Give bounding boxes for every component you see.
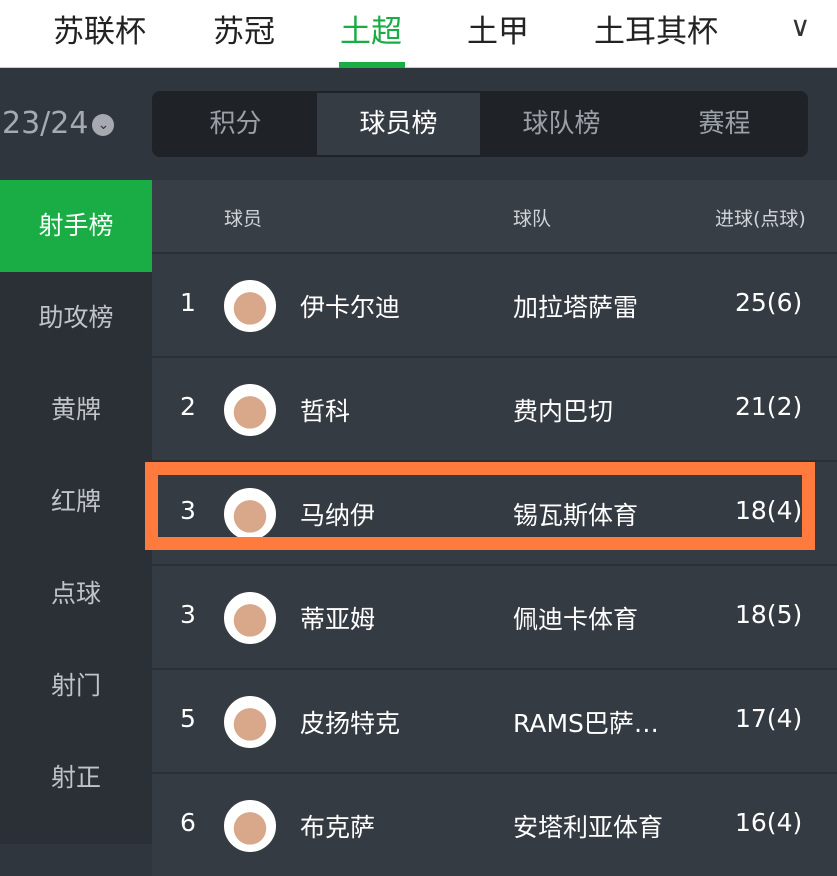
rank: 6 xyxy=(180,808,196,837)
team-name[interactable]: 佩迪卡体育 xyxy=(513,605,639,634)
rank: 5 xyxy=(180,704,196,733)
tab-league[interactable]: 苏冠 xyxy=(213,14,275,50)
column-goals: 进球(点球) xyxy=(715,208,806,230)
team-name[interactable]: RAMS巴萨… xyxy=(513,709,659,738)
avatar xyxy=(224,800,276,852)
season-label: 23/24 xyxy=(2,106,89,141)
table-row[interactable]: 3 蒂亚姆 佩迪卡体育 18(5) xyxy=(152,564,837,668)
player-name[interactable]: 伊卡尔迪 xyxy=(300,293,401,322)
sidebar-item-scorers[interactable]: 射手榜 xyxy=(0,180,152,272)
segment-schedule[interactable]: 赛程 xyxy=(698,109,751,139)
team-name[interactable]: 锡瓦斯体育 xyxy=(513,501,639,530)
goals: 18(4) xyxy=(735,496,803,525)
tab-league[interactable]: 土耳其杯 xyxy=(594,14,718,50)
goals: 18(5) xyxy=(735,600,803,629)
goals: 21(2) xyxy=(735,392,803,421)
column-player: 球员 xyxy=(224,208,263,230)
player-name[interactable]: 皮扬特克 xyxy=(300,709,401,738)
season-selector[interactable]: 23/24 ⌄ xyxy=(2,106,115,141)
tab-league[interactable]: 土甲 xyxy=(467,14,529,50)
avatar xyxy=(224,384,276,436)
rank: 2 xyxy=(180,392,196,421)
chevron-down-icon[interactable]: ∨ xyxy=(790,10,811,43)
column-team: 球队 xyxy=(513,208,552,230)
player-name[interactable]: 布克萨 xyxy=(300,813,376,842)
rank: 3 xyxy=(180,496,196,525)
avatar xyxy=(224,696,276,748)
goals: 17(4) xyxy=(735,704,803,733)
chevron-down-icon: ⌄ xyxy=(92,114,115,136)
player-name[interactable]: 马纳伊 xyxy=(300,501,376,530)
goals: 16(4) xyxy=(735,808,803,837)
rank: 1 xyxy=(180,288,196,317)
table-row[interactable]: 1 伊卡尔迪 加拉塔萨雷 25(6) xyxy=(152,252,837,356)
team-name[interactable]: 安塔利亚体育 xyxy=(513,813,664,842)
tab-league-active[interactable]: 土超 xyxy=(340,14,402,50)
sidebar-item-yellow-cards[interactable]: 黄牌 xyxy=(50,395,101,424)
table-row[interactable]: 6 布克萨 安塔利亚体育 16(4) xyxy=(152,772,837,876)
team-name[interactable]: 费内巴切 xyxy=(513,397,614,426)
rank: 3 xyxy=(180,600,196,629)
avatar xyxy=(224,488,276,540)
segment-players[interactable]: 球员榜 xyxy=(317,93,480,155)
avatar xyxy=(224,592,276,644)
sidebar-item-shots[interactable]: 射门 xyxy=(50,671,101,700)
table-row[interactable]: 3 马纳伊 锡瓦斯体育 18(4) xyxy=(152,460,837,564)
segment-standings[interactable]: 积分 xyxy=(209,109,262,139)
sidebar-item-assists[interactable]: 助攻榜 xyxy=(38,303,114,332)
table-header: 球员 球队 进球(点球) xyxy=(152,180,837,252)
league-tab-bar: 苏联杯 苏冠 土超 土甲 土耳其杯 ∨ xyxy=(0,0,837,68)
segment-teams[interactable]: 球队榜 xyxy=(522,109,601,139)
sidebar-item-shots-on-target[interactable]: 射正 xyxy=(50,763,101,792)
player-name[interactable]: 哲科 xyxy=(300,397,351,426)
sidebar: 射手榜 助攻榜 黄牌 红牌 点球 射门 射正 xyxy=(0,180,152,844)
player-name[interactable]: 蒂亚姆 xyxy=(300,605,376,634)
sidebar-item-red-cards[interactable]: 红牌 xyxy=(50,487,101,516)
avatar xyxy=(224,280,276,332)
scorers-table: 球员 球队 进球(点球) 1 伊卡尔迪 加拉塔萨雷 25(6) 2 哲科 费内巴切… xyxy=(152,180,837,876)
sidebar-item-penalties[interactable]: 点球 xyxy=(50,579,101,608)
team-name[interactable]: 加拉塔萨雷 xyxy=(513,293,639,322)
segment-control: 积分 球员榜 球队榜 赛程 xyxy=(152,91,808,157)
active-tab-underline xyxy=(339,62,405,68)
table-row[interactable]: 2 哲科 费内巴切 21(2) xyxy=(152,356,837,460)
goals: 25(6) xyxy=(735,288,803,317)
table-row[interactable]: 5 皮扬特克 RAMS巴萨… 17(4) xyxy=(152,668,837,772)
tab-league[interactable]: 苏联杯 xyxy=(53,14,146,50)
